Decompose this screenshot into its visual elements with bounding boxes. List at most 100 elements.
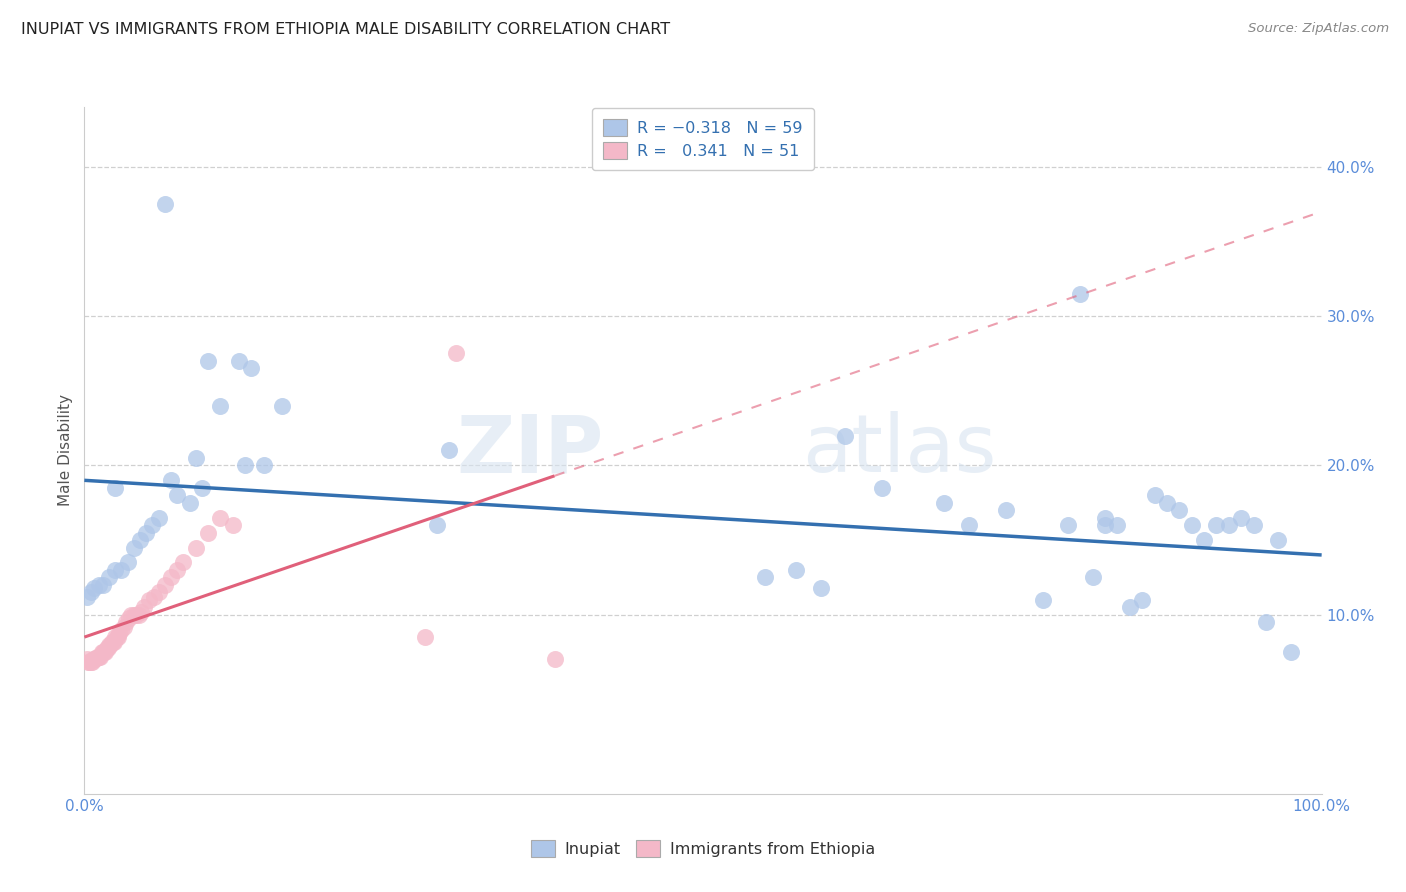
Point bbox=[107, 630, 129, 644]
Point bbox=[413, 630, 436, 644]
Point bbox=[148, 585, 170, 599]
Point bbox=[426, 518, 449, 533]
Point bbox=[1168, 503, 1191, 517]
Point bbox=[141, 518, 163, 533]
Point bbox=[153, 578, 176, 592]
Point bbox=[108, 625, 131, 640]
Point bbox=[233, 458, 256, 473]
Point bbox=[98, 638, 121, 652]
Point bbox=[1081, 570, 1104, 584]
Point bbox=[444, 346, 467, 360]
Point bbox=[1069, 286, 1091, 301]
Point bbox=[110, 563, 132, 577]
Point bbox=[197, 354, 219, 368]
Point bbox=[995, 503, 1018, 517]
Point bbox=[184, 541, 207, 555]
Point bbox=[96, 640, 118, 655]
Point bbox=[90, 645, 112, 659]
Point bbox=[76, 652, 98, 666]
Point bbox=[104, 481, 127, 495]
Point bbox=[94, 645, 117, 659]
Point bbox=[172, 556, 194, 570]
Point bbox=[122, 607, 145, 622]
Point bbox=[91, 645, 114, 659]
Point bbox=[132, 600, 155, 615]
Point bbox=[89, 578, 111, 592]
Point bbox=[1143, 488, 1166, 502]
Text: ZIP: ZIP bbox=[457, 411, 605, 490]
Point bbox=[100, 634, 122, 648]
Point bbox=[1218, 518, 1240, 533]
Point bbox=[79, 656, 101, 670]
Text: Source: ZipAtlas.com: Source: ZipAtlas.com bbox=[1249, 22, 1389, 36]
Point bbox=[197, 525, 219, 540]
Point bbox=[128, 607, 150, 622]
Point bbox=[1181, 518, 1204, 533]
Point bbox=[166, 488, 188, 502]
Point bbox=[209, 399, 232, 413]
Point bbox=[129, 605, 152, 619]
Point bbox=[103, 634, 125, 648]
Point bbox=[228, 354, 250, 368]
Point bbox=[104, 630, 127, 644]
Point bbox=[1094, 510, 1116, 524]
Point bbox=[80, 656, 103, 670]
Point bbox=[83, 581, 105, 595]
Point bbox=[148, 510, 170, 524]
Point bbox=[138, 592, 160, 607]
Point bbox=[543, 652, 565, 666]
Point bbox=[1094, 518, 1116, 533]
Point bbox=[76, 590, 98, 604]
Point bbox=[1119, 600, 1142, 615]
Point bbox=[160, 570, 183, 584]
Point bbox=[222, 518, 245, 533]
Point bbox=[101, 634, 124, 648]
Point bbox=[1192, 533, 1215, 547]
Y-axis label: Male Disability: Male Disability bbox=[58, 394, 73, 507]
Point bbox=[89, 649, 111, 664]
Point bbox=[754, 570, 776, 584]
Point bbox=[1032, 592, 1054, 607]
Point bbox=[191, 481, 214, 495]
Point bbox=[129, 533, 152, 547]
Point bbox=[86, 649, 108, 664]
Point bbox=[83, 652, 105, 666]
Point bbox=[834, 428, 856, 442]
Point bbox=[104, 563, 127, 577]
Point bbox=[253, 458, 276, 473]
Point bbox=[142, 590, 165, 604]
Point bbox=[1267, 533, 1289, 547]
Point bbox=[166, 563, 188, 577]
Point bbox=[1230, 510, 1253, 524]
Point bbox=[209, 510, 232, 524]
Point bbox=[82, 652, 104, 666]
Point bbox=[79, 585, 101, 599]
Point bbox=[1205, 518, 1227, 533]
Point bbox=[120, 607, 142, 622]
Point bbox=[93, 645, 115, 659]
Point bbox=[160, 473, 183, 487]
Point bbox=[125, 607, 148, 622]
Point bbox=[84, 652, 107, 666]
Point bbox=[153, 197, 176, 211]
Point bbox=[122, 541, 145, 555]
Point bbox=[1243, 518, 1265, 533]
Point bbox=[1279, 645, 1302, 659]
Point bbox=[110, 623, 132, 637]
Point bbox=[271, 399, 294, 413]
Text: INUPIAT VS IMMIGRANTS FROM ETHIOPIA MALE DISABILITY CORRELATION CHART: INUPIAT VS IMMIGRANTS FROM ETHIOPIA MALE… bbox=[21, 22, 671, 37]
Point bbox=[810, 581, 832, 595]
Point bbox=[98, 570, 121, 584]
Point bbox=[1254, 615, 1277, 630]
Point bbox=[1057, 518, 1080, 533]
Point bbox=[105, 630, 128, 644]
Point bbox=[934, 496, 956, 510]
Legend: Inupiat, Immigrants from Ethiopia: Inupiat, Immigrants from Ethiopia bbox=[523, 832, 883, 865]
Point bbox=[87, 649, 110, 664]
Point bbox=[135, 525, 157, 540]
Point bbox=[1107, 518, 1129, 533]
Point bbox=[117, 556, 139, 570]
Point bbox=[240, 361, 263, 376]
Point bbox=[77, 656, 100, 670]
Point bbox=[98, 638, 121, 652]
